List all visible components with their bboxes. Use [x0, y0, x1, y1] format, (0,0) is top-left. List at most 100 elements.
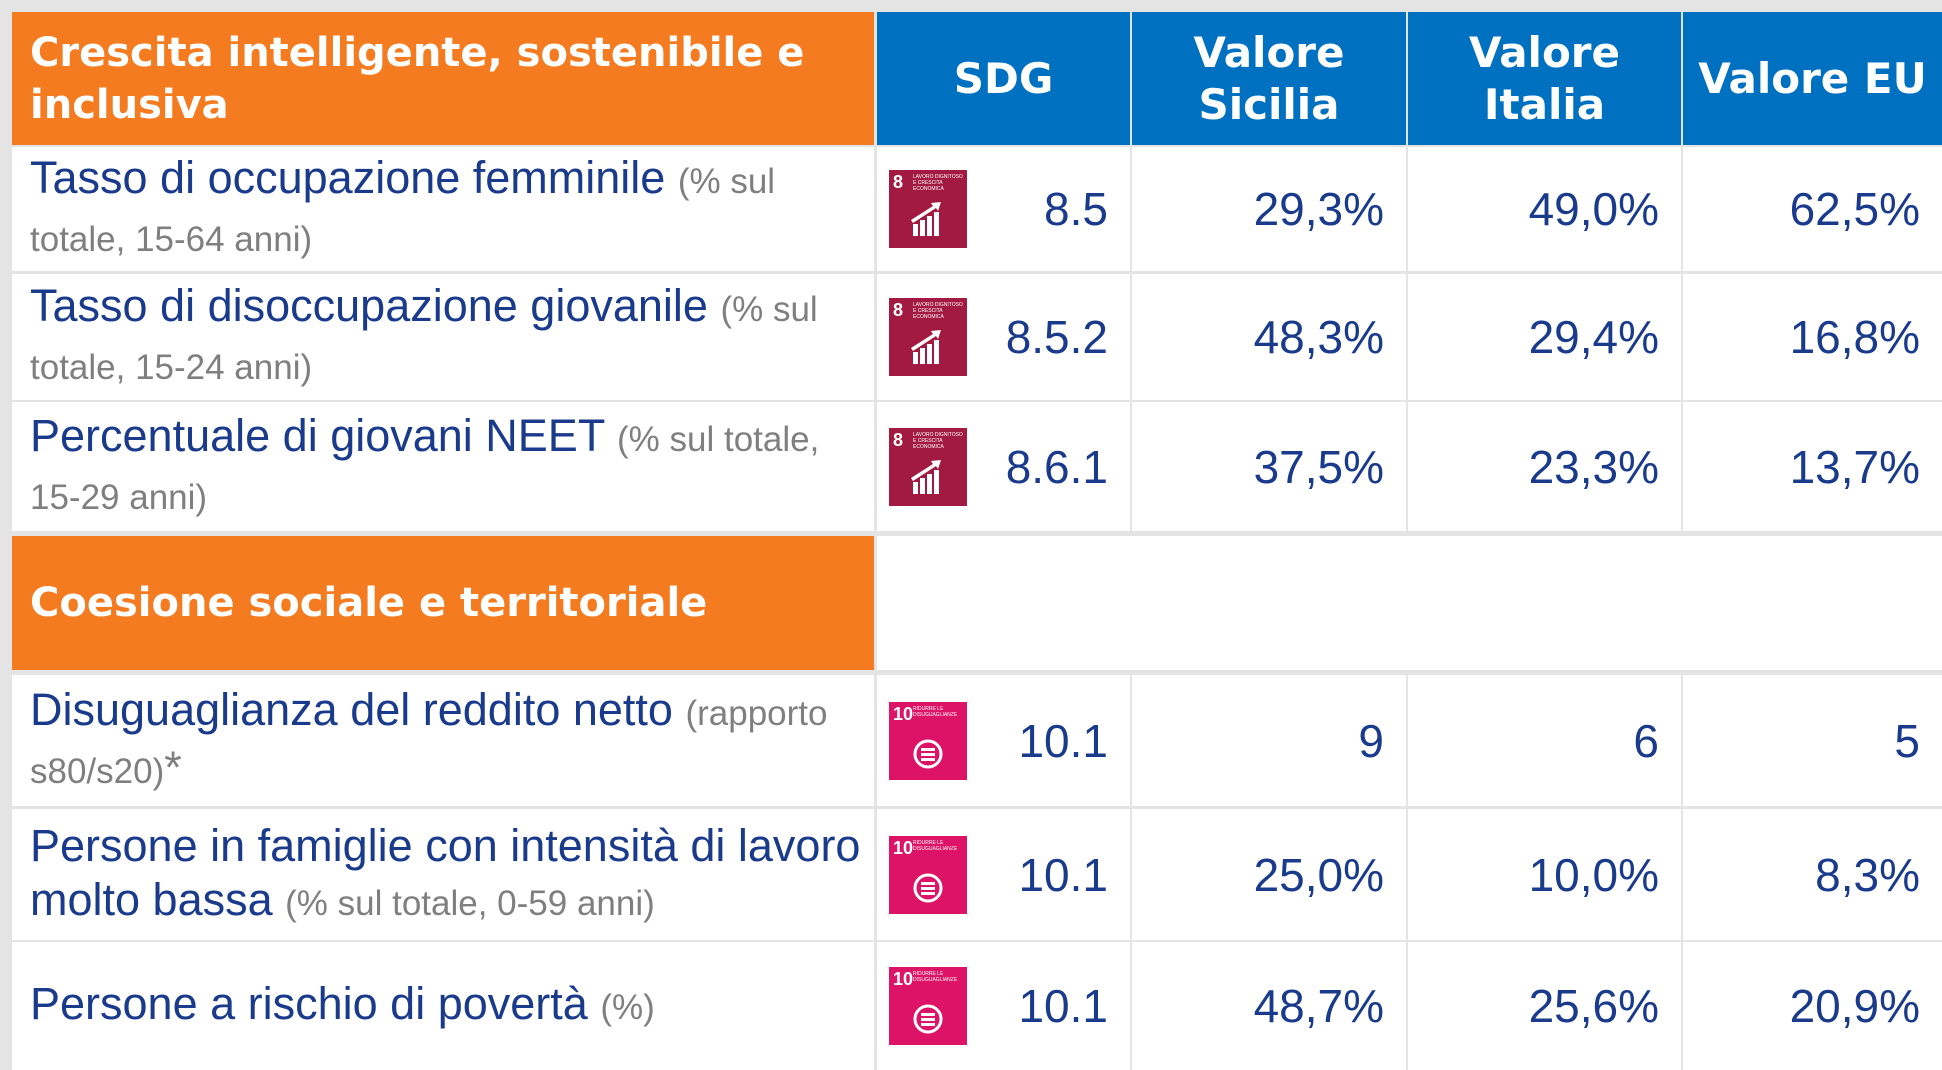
value-cell: 8,3%: [1683, 809, 1942, 940]
indicator-name: Persone in famiglie con intensità di lav…: [30, 819, 861, 925]
sdg-symbol: [913, 873, 943, 902]
sdg-icon: 8 LAVORO DIGNITOSO E CRESCITA ECONOMICA: [889, 170, 967, 248]
column-header: SDG: [877, 12, 1130, 145]
sdg-icon-number: 10: [893, 837, 914, 858]
value: 5: [1894, 714, 1920, 767]
blank-area: [877, 536, 1942, 670]
label-text: Tasso di occupazione femminile (% sul to…: [30, 151, 864, 267]
value-cell: 29,3%: [1132, 147, 1406, 271]
column-header: Valore EU: [1683, 12, 1942, 145]
label-text: Tasso di disoccupazione giovanile (% sul…: [30, 279, 864, 395]
indicator-note: (% sul totale, 15-64 anni): [30, 162, 776, 259]
value: 62,5%: [1789, 183, 1920, 235]
label-text: Persone a rischio di povertà (%): [30, 977, 655, 1035]
sdg-code: 8.6.1: [1005, 440, 1108, 493]
row-label: Percentuale di giovani NEET (% sul total…: [12, 402, 874, 531]
value-cell: 62,5%: [1683, 147, 1942, 271]
value: 6: [1633, 714, 1659, 767]
value: 48,3%: [1253, 311, 1384, 363]
sdg-code: 10.1: [1018, 980, 1108, 1032]
sdg-cell: 8 LAVORO DIGNITOSO E CRESCITA ECONOMICA 8.…: [877, 402, 1130, 531]
sdg-icon-text: LAVORO DIGNITOSO E CRESCITA ECONOMICA: [913, 302, 963, 320]
sdg-icon: 8 LAVORO DIGNITOSO E CRESCITA ECONOMICA: [889, 298, 967, 376]
indicator-name: Tasso di disoccupazione giovanile: [30, 280, 708, 331]
value-cell: 25,6%: [1408, 942, 1681, 1070]
indicator-note: (% sul totale, 15-24 anni): [30, 290, 818, 387]
sdg-code: 8.5: [1044, 183, 1108, 235]
value-cell: 16,8%: [1683, 274, 1942, 400]
value-cell: 10,0%: [1408, 809, 1681, 940]
sdg-code: 8.5.2: [1005, 311, 1108, 363]
sdg-code: 10.1: [1018, 848, 1108, 901]
section-header: Coesione sociale e territoriale: [12, 536, 874, 670]
sdg-icon-text: LAVORO DIGNITOSO E CRESCITA ECONOMICA: [913, 431, 963, 450]
column-title: SDG: [953, 53, 1054, 103]
row-label: Disuguaglianza del reddito netto (rappor…: [12, 675, 874, 806]
sdg-icon-number: 10: [893, 969, 914, 989]
label-text: Disuguaglianza del reddito netto (rappor…: [30, 683, 864, 799]
sdg-icon-number: 8: [893, 172, 904, 192]
sdg-symbol: [911, 202, 941, 236]
row-label: Persone in famiglie con intensità di lav…: [12, 809, 874, 940]
value: 49,0%: [1528, 183, 1659, 235]
sdg-icon-number: 10: [893, 703, 914, 724]
label-text: Percentuale di giovani NEET (% sul total…: [30, 409, 864, 525]
value-cell: 25,0%: [1132, 809, 1406, 940]
column-title: Valore Italia: [1469, 27, 1620, 129]
indicator-note: (rapporto s80/s20): [30, 693, 828, 791]
sdg-icon: 10 RIDURRE LE DISUGUAGLIANZE: [889, 835, 967, 914]
label-text: Persone in famiglie con intensità di lav…: [30, 819, 864, 931]
sdg-symbol: [911, 330, 941, 364]
value: 10,0%: [1528, 848, 1659, 901]
value: 23,3%: [1528, 440, 1659, 493]
value: 8,3%: [1815, 848, 1920, 901]
value-cell: 6: [1408, 675, 1681, 806]
value: 9: [1358, 714, 1384, 767]
indicator-note: (% sul totale, 0-59 anni): [285, 883, 655, 923]
value: 13,7%: [1789, 440, 1920, 493]
sdg-icon-text: RIDURRE LE DISUGUAGLIANZE: [913, 839, 958, 852]
sdg-symbol: [913, 1004, 943, 1034]
sdg-icon-number: 8: [893, 300, 904, 320]
indicator-name: Percentuale di giovani NEET: [30, 409, 605, 461]
indicator-note: (%): [600, 988, 655, 1027]
sdg-icon: 10 RIDURRE LE DISUGUAGLIANZE: [889, 701, 967, 780]
sdg-cell: 10 RIDURRE LE DISUGUAGLIANZE 10.1: [877, 675, 1130, 806]
value-cell: 29,4%: [1408, 274, 1681, 400]
row-label: Persone a rischio di povertà (%): [12, 942, 874, 1070]
section-title: Coesione sociale e territoriale: [30, 580, 708, 626]
sdg-cell: 10 RIDURRE LE DISUGUAGLIANZE 10.1: [877, 942, 1130, 1070]
sdg-icon-text: RIDURRE LE DISUGUAGLIANZE: [913, 971, 958, 983]
value-cell: 37,5%: [1132, 402, 1406, 531]
value-cell: 49,0%: [1408, 147, 1681, 271]
sdg-cell: 8 LAVORO DIGNITOSO E CRESCITA ECONOMICA 8.…: [877, 274, 1130, 400]
value-cell: 48,7%: [1132, 942, 1406, 1070]
value: 25,6%: [1528, 980, 1659, 1032]
value-cell: 20,9%: [1683, 942, 1942, 1070]
indicator-name: Tasso di occupazione femminile: [30, 152, 666, 203]
sdg-icon-number: 8: [893, 429, 904, 450]
indicator-name: Persone a rischio di povertà: [30, 978, 588, 1029]
sdg-cell: 8 LAVORO DIGNITOSO E CRESCITA ECONOMICA 8.…: [877, 147, 1130, 271]
value: 37,5%: [1253, 440, 1384, 493]
sdg-symbol: [913, 739, 943, 768]
sdg-cell: 10 RIDURRE LE DISUGUAGLIANZE 10.1: [877, 809, 1130, 940]
value-cell: 23,3%: [1408, 402, 1681, 531]
indicator-note: (% sul totale, 15-29 anni): [30, 419, 820, 517]
value: 29,3%: [1253, 183, 1384, 235]
value-cell: 13,7%: [1683, 402, 1942, 531]
sdg-icon: 10 RIDURRE LE DISUGUAGLIANZE: [889, 967, 967, 1045]
value: 48,7%: [1253, 980, 1384, 1032]
section-title: Crescita intelligente, sostenibile e inc…: [30, 29, 805, 128]
value: 25,0%: [1253, 848, 1384, 901]
value-cell: 48,3%: [1132, 274, 1406, 400]
column-title: Valore Sicilia: [1193, 27, 1345, 129]
sdg-icon-text: RIDURRE LE DISUGUAGLIANZE: [913, 705, 958, 718]
sdg-symbol: [911, 459, 941, 494]
footnote-mark: *: [164, 741, 182, 793]
column-header: Valore Sicilia: [1132, 12, 1406, 145]
column-title: Valore EU: [1698, 53, 1927, 103]
value-cell: 5: [1683, 675, 1942, 806]
sdg-icon: 8 LAVORO DIGNITOSO E CRESCITA ECONOMICA: [889, 427, 967, 506]
